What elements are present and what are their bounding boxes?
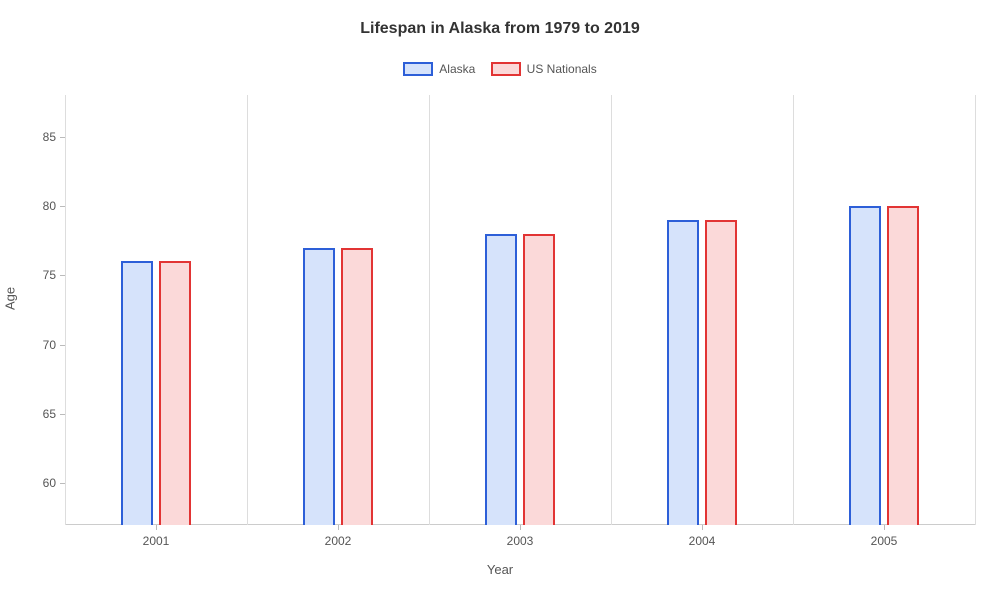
bar-alaska: [485, 234, 517, 525]
grid-line: [429, 95, 430, 525]
x-tick-mark: [520, 525, 521, 530]
legend-label-us-nationals: US Nationals: [527, 62, 597, 76]
bar-alaska: [849, 206, 881, 525]
grid-line: [65, 95, 66, 525]
x-tick-mark: [156, 525, 157, 530]
x-tick-label: 2001: [143, 534, 170, 548]
legend-label-alaska: Alaska: [439, 62, 475, 76]
x-axis-title: Year: [0, 562, 1000, 577]
x-tick-label: 2002: [325, 534, 352, 548]
legend: Alaska US Nationals: [0, 62, 1000, 79]
legend-item-us-nationals: US Nationals: [491, 62, 597, 76]
legend-swatch-us-nationals: [491, 62, 521, 76]
bar-alaska: [303, 248, 335, 525]
x-tick-mark: [884, 525, 885, 530]
bar-us-nationals: [705, 220, 737, 525]
y-tick-label: 65: [16, 407, 56, 421]
bar-us-nationals: [523, 234, 555, 525]
bar-us-nationals: [887, 206, 919, 525]
x-tick-mark: [702, 525, 703, 530]
bar-us-nationals: [159, 261, 191, 525]
lifespan-chart: Lifespan in Alaska from 1979 to 2019 Ala…: [0, 0, 1000, 600]
plot-area: [65, 95, 975, 525]
x-tick-label: 2005: [871, 534, 898, 548]
x-tick-label: 2004: [689, 534, 716, 548]
x-tick-label: 2003: [507, 534, 534, 548]
grid-line: [611, 95, 612, 525]
grid-line: [247, 95, 248, 525]
grid-line: [793, 95, 794, 525]
grid-line: [975, 95, 976, 525]
bar-us-nationals: [341, 248, 373, 525]
x-tick-mark: [338, 525, 339, 530]
y-tick-label: 75: [16, 268, 56, 282]
bar-alaska: [667, 220, 699, 525]
y-tick-label: 80: [16, 199, 56, 213]
y-tick-label: 60: [16, 476, 56, 490]
legend-swatch-alaska: [403, 62, 433, 76]
y-tick-label: 70: [16, 338, 56, 352]
y-axis-title: Age: [3, 287, 18, 310]
bar-alaska: [121, 261, 153, 525]
y-tick-label: 85: [16, 130, 56, 144]
legend-item-alaska: Alaska: [403, 62, 475, 76]
chart-title: Lifespan in Alaska from 1979 to 2019: [0, 20, 1000, 38]
